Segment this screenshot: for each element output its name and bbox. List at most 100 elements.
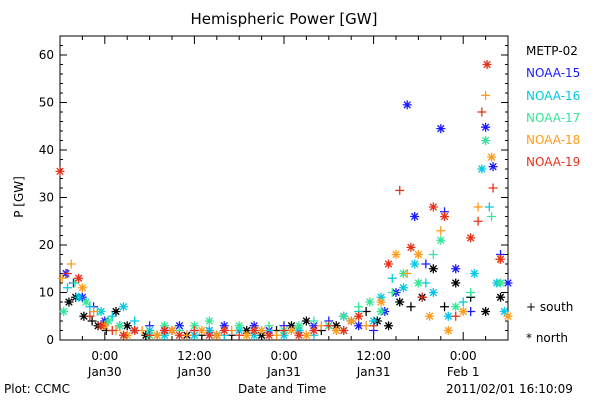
data-point-north (257, 326, 267, 335)
data-point-south (189, 326, 199, 335)
data-point-north (376, 307, 386, 316)
data-point-north (481, 122, 491, 132)
data-point-south (279, 326, 289, 335)
marker-key-north-label: north (535, 331, 569, 345)
data-point-north (413, 250, 423, 259)
data-point-north (466, 233, 476, 243)
data-point-north (160, 330, 170, 340)
data-point-south (484, 202, 494, 212)
data-point-north (436, 235, 446, 245)
data-point-north (197, 326, 207, 335)
data-point-north (346, 316, 356, 326)
y-tick-label: 30 (39, 191, 54, 205)
data-point-south (473, 216, 483, 226)
marker-key-north-symbol: * (526, 331, 532, 345)
data-point-north (279, 330, 289, 340)
data-point-north (384, 321, 394, 331)
series-noaa-16 (62, 164, 509, 340)
data-point-north (294, 326, 304, 335)
data-point-north (410, 259, 420, 269)
data-point-north (189, 330, 199, 340)
x-tick-time-label: 12:00 (177, 349, 212, 363)
data-point-north (242, 330, 252, 340)
data-point-north (118, 302, 128, 312)
y-axis-label: P [GW] (11, 176, 26, 218)
points-layer (55, 60, 513, 340)
data-point-north (111, 307, 121, 316)
data-point-north (96, 321, 106, 331)
data-point-north (451, 264, 461, 274)
data-point-south (130, 316, 140, 326)
data-point-north (481, 307, 491, 316)
data-point-south (107, 326, 117, 335)
data-point-north (376, 292, 386, 302)
footer-plot-credit: Plot: CCMC (4, 382, 70, 396)
data-point-south (87, 316, 97, 326)
data-point-north (257, 330, 267, 340)
data-point-north (402, 100, 412, 110)
data-point-north (436, 124, 446, 134)
marker-key-south-label: south (539, 300, 574, 314)
data-point-north (499, 307, 509, 316)
data-point-south (421, 259, 431, 269)
data-point-south (387, 273, 397, 283)
x-tick-date-label: Jan30 (87, 365, 122, 379)
data-point-north (219, 321, 229, 331)
data-point-south (436, 226, 446, 236)
data-point-north (458, 307, 468, 316)
data-point-north (496, 292, 506, 302)
data-point-south (309, 316, 319, 326)
data-point-south (466, 288, 476, 297)
data-point-north (503, 278, 513, 288)
axes-layer: 0 10 20 30 40 50 60 0:00 Jan30 12:00 Jan30 0:00 Jan3… (39, 35, 509, 379)
data-point-north (339, 311, 349, 321)
data-point-south (57, 273, 67, 283)
data-point-north (395, 297, 405, 307)
data-point-south (428, 250, 438, 259)
data-point-north (77, 283, 87, 293)
data-point-north (122, 321, 132, 331)
data-point-south (395, 185, 405, 195)
marker-key-south: + south (526, 300, 573, 314)
data-point-north (413, 278, 423, 288)
data-point-north (212, 330, 222, 340)
x-tick-time-label: 0:00 (450, 349, 477, 363)
data-point-north (249, 330, 259, 340)
data-point-south (324, 321, 334, 331)
data-point-north (496, 254, 506, 264)
y-tick-label: 0 (46, 333, 54, 347)
data-point-north (242, 326, 252, 335)
data-point-north (167, 326, 177, 335)
data-point-north (130, 326, 140, 335)
data-point-north (286, 321, 296, 331)
data-point-south (440, 302, 450, 312)
data-point-north (219, 326, 229, 335)
data-point-north (104, 316, 114, 326)
y-tick-label: 50 (39, 96, 54, 110)
data-point-north (309, 321, 319, 331)
data-point-south (488, 183, 498, 193)
data-point-north (286, 326, 296, 335)
data-point-north (55, 166, 65, 176)
data-point-north (174, 321, 184, 331)
data-point-north (365, 297, 375, 307)
data-point-north (428, 288, 438, 297)
data-point-north (354, 311, 364, 321)
data-point-south (487, 212, 497, 221)
data-point-north (264, 330, 274, 340)
x-tick-date-label: Jan30 (177, 365, 212, 379)
series-noaa-19 (55, 60, 506, 340)
data-point-north (482, 60, 492, 69)
data-point-north (189, 321, 199, 331)
legend-entry-noaa-19: NOAA-19 (526, 155, 581, 169)
data-point-north (503, 311, 513, 321)
data-point-north (204, 326, 214, 335)
data-point-south (473, 202, 483, 212)
legend-entry-noaa-16: NOAA-16 (526, 89, 581, 103)
marker-key-south-symbol: + (526, 300, 537, 314)
data-point-north (369, 316, 379, 326)
data-point-north (174, 330, 184, 340)
footer-timestamp: 2011/02/01 16:10:09 (446, 382, 573, 396)
legend-entry-noaa-18: NOAA-18 (526, 133, 581, 147)
data-point-south (107, 311, 117, 321)
